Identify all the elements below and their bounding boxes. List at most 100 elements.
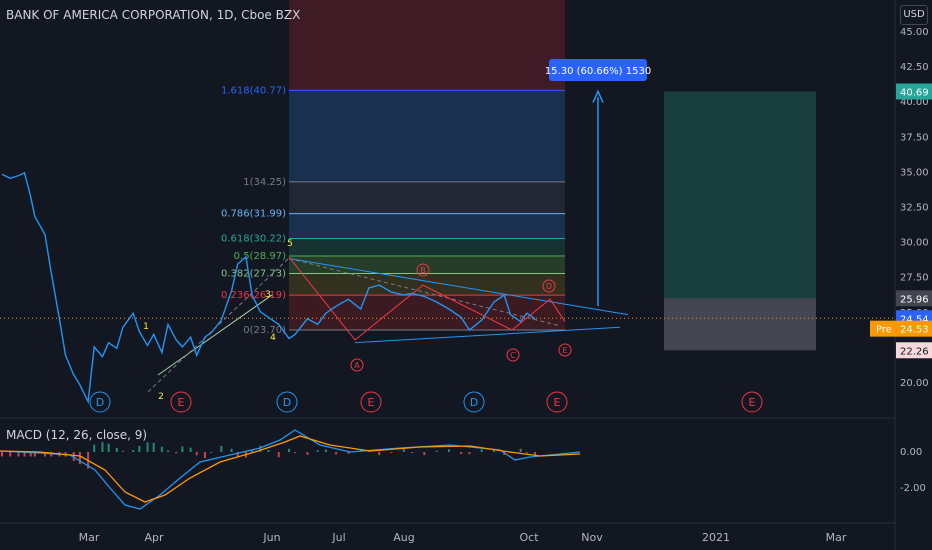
macd-histogram-bar	[277, 452, 280, 458]
wave-number-label: 4	[270, 333, 276, 343]
macd-histogram-bar	[220, 445, 223, 452]
macd-histogram-bar	[121, 450, 124, 452]
triangle-lower-line	[354, 326, 621, 344]
time-axis-label: Jun	[262, 531, 280, 544]
macd-histogram-bar	[519, 448, 522, 452]
measure-arrow-head	[592, 89, 604, 103]
macd-histogram-bar	[324, 449, 327, 452]
stop-price-badge-box	[896, 342, 932, 359]
macd-histogram-bar	[160, 446, 163, 452]
macd-histogram-bar	[107, 443, 110, 452]
macd-histogram-bar	[23, 452, 26, 457]
cycle-label: D	[283, 396, 291, 409]
macd-histogram-bar	[93, 444, 96, 452]
resistance-price-badge-box	[896, 290, 932, 307]
fib-level-label: 1(34.25)	[243, 177, 286, 188]
macd-histogram-bar	[390, 452, 393, 453]
macd-histogram-bar	[306, 452, 309, 455]
macd-histogram-bar	[411, 452, 413, 453]
macd-histogram-bar	[316, 450, 319, 452]
cycle-circle	[170, 391, 192, 413]
cycle-label: E	[368, 396, 375, 409]
symbol-title[interactable]: BANK OF AMERICA CORPORATION, 1D, Cboe BZ…	[6, 8, 301, 22]
pre-tag-box	[870, 320, 896, 337]
fib-zone	[289, 256, 565, 274]
target-price-badge-box	[896, 83, 932, 100]
fib-level-label: 1.618(40.77)	[221, 85, 286, 96]
pre-price-badge: 24.53	[900, 325, 929, 336]
macd-histogram-bar	[181, 446, 184, 452]
pre-price-badge-box	[896, 320, 932, 337]
long-position-stop-zone	[664, 298, 816, 351]
macd-line	[0, 429, 581, 510]
macd-histogram-bar	[9, 452, 12, 457]
fib-top-zone	[289, 0, 565, 91]
macd-histogram-bar	[29, 452, 32, 457]
price-axis-tick: 40.00	[900, 97, 929, 108]
macd-histogram-bar	[189, 447, 192, 452]
fib-zone	[289, 238, 565, 257]
time-axis-label: Oct	[519, 531, 539, 544]
cycle-label: E	[554, 396, 561, 409]
macd-histogram-bar	[468, 452, 471, 455]
macd-histogram-bar	[146, 442, 149, 452]
cycle-circle	[741, 391, 763, 413]
macd-histogram-bar	[347, 452, 350, 454]
macd-histogram-bar	[101, 442, 104, 452]
wave-number-label: 3	[265, 290, 271, 300]
abcde-path	[288, 256, 566, 341]
wave-number-label: 5	[287, 239, 293, 249]
macd-histogram-bar	[195, 452, 198, 456]
triangle-upper-line	[288, 257, 629, 316]
wave-dashed-line	[147, 256, 291, 393]
macd-histogram-bar	[78, 452, 81, 465]
macd-histogram-bar	[493, 450, 495, 452]
macd-histogram-bar	[294, 452, 297, 454]
measure-label: 15.30 (60.66%) 1530	[545, 66, 651, 77]
macd-histogram-bar	[447, 449, 450, 452]
time-axis-label: Mar	[826, 531, 847, 544]
macd-title[interactable]: MACD (12, 26, close, 9)	[6, 428, 148, 442]
cycle-circle	[276, 391, 298, 413]
last-price-badge: 24.54	[900, 314, 929, 325]
time-axis-label: Nov	[581, 531, 603, 544]
stop-price-badge: 22.26	[900, 346, 929, 357]
macd-histogram-bar	[1, 452, 3, 457]
currency-badge[interactable]: USD	[900, 5, 928, 25]
wave-letter-label: C	[510, 351, 516, 360]
cycle-label: D	[96, 396, 104, 409]
fib-zone	[289, 273, 565, 296]
price-axis-tick: 42.50	[900, 62, 929, 73]
long-position-target-zone	[664, 91, 816, 299]
time-axis-label: Aug	[393, 531, 414, 544]
fib-zone	[289, 181, 565, 214]
wave-letter-label: D	[546, 282, 552, 291]
time-axis-label: Mar	[79, 531, 100, 544]
wave-trend-line	[157, 294, 273, 376]
wave-letter-circle	[350, 358, 364, 372]
macd-histogram-bar	[152, 442, 155, 452]
macd-histogram-bar	[259, 445, 262, 452]
price-axis-tick: 35.00	[900, 167, 929, 178]
price-axis-tick: 27.50	[900, 273, 929, 284]
macd-histogram-bar	[402, 448, 405, 452]
fib-level-label: 0.382(27.73)	[221, 268, 286, 279]
fib-level-label: 0.786(31.99)	[221, 209, 286, 220]
macd-histogram-bar	[138, 445, 141, 452]
resistance-price-badge: 25.96	[900, 294, 929, 305]
time-axis-label: Apr	[144, 531, 164, 544]
macd-histogram-bar	[115, 447, 118, 452]
macd-histogram-bar	[435, 450, 438, 452]
price-axis-tick: 37.50	[900, 132, 929, 143]
cycle-circle	[546, 391, 568, 413]
fib-level-label: 0.5(28.97)	[234, 251, 286, 262]
fib-level-label: 0.618(30.22)	[221, 234, 286, 245]
price-line	[1, 171, 536, 405]
time-axis-label: Jul	[331, 531, 345, 544]
fib-zone	[289, 90, 565, 182]
fib-zone	[289, 295, 565, 331]
wave-letter-label: A	[354, 361, 360, 370]
wave-letter-circle	[506, 348, 520, 362]
macd-histogram-bar	[17, 452, 20, 457]
